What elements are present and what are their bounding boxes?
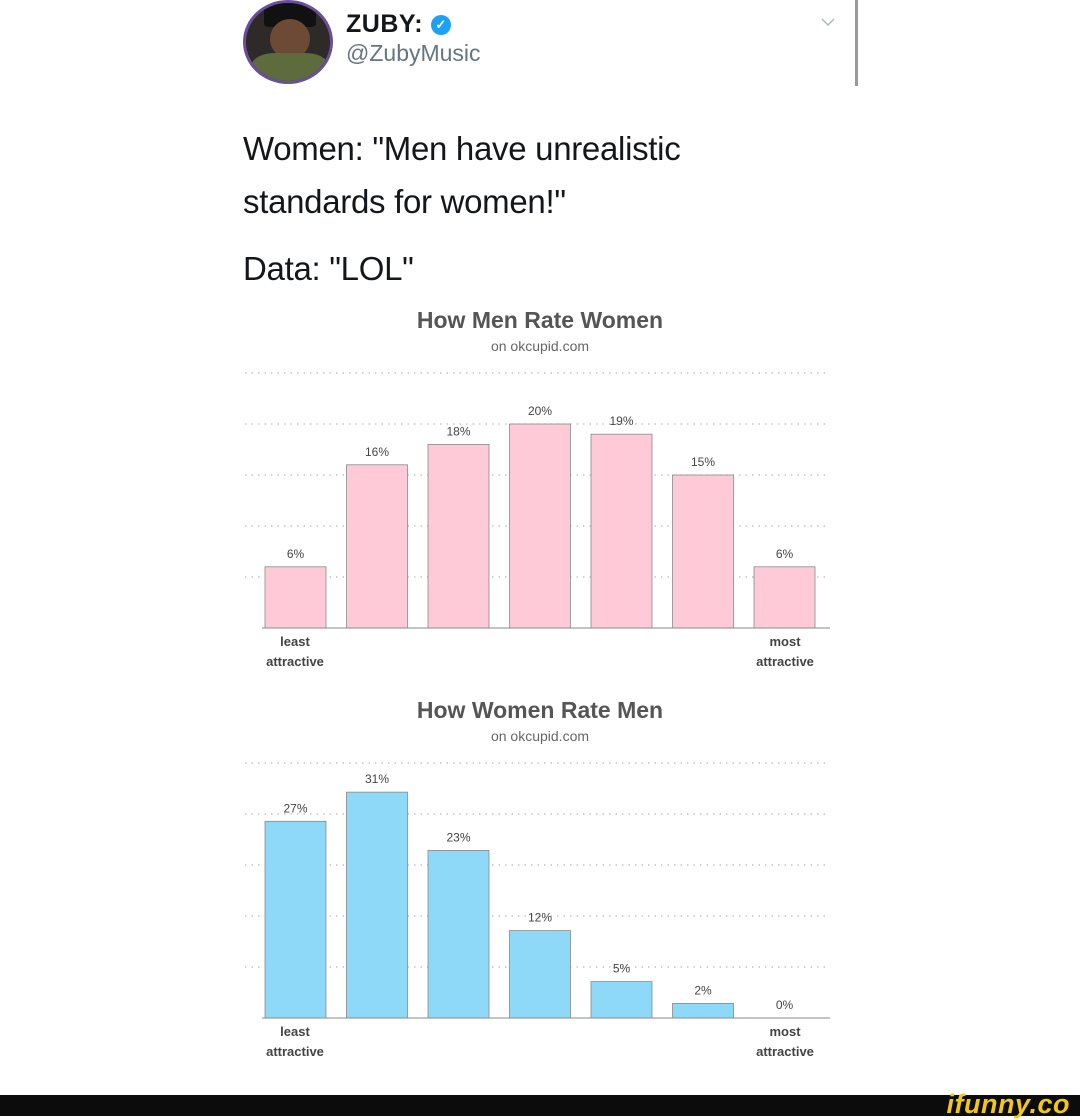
data-label-1: 31% [365,772,389,786]
data-label-3: 20% [528,404,552,418]
avatar[interactable] [243,0,333,84]
data-label-6: 0% [776,998,794,1012]
data-label-1: 16% [365,445,389,459]
bar-2 [427,443,490,629]
bar-5 [672,474,734,629]
chart-title: How Men Rate Women [417,307,663,333]
data-label-2: 18% [446,424,470,438]
chart-men-rate-women: How Men Rate Women on okcupid.com 6% 16% 18%… [240,300,840,680]
avatar-jacket [252,53,328,81]
display-name-text: ZUBY: [346,10,424,38]
bar-4 [590,981,653,1019]
chart-women-rate-men: How Women Rate Men on okcupid.com 27% 31% 23… [240,690,840,1070]
chart-subtitle: on okcupid.com [491,728,589,744]
bar-0 [264,566,327,629]
data-label-0: 27% [283,801,307,815]
data-label-5: 15% [691,455,715,469]
x-left-label-line-1: least [280,1024,310,1039]
data-label-3: 12% [528,911,552,925]
user-handle[interactable]: @ZubyMusic [346,40,481,66]
data-label-6: 6% [776,547,794,561]
data-label-5: 2% [694,983,712,997]
data-label-0: 6% [287,547,305,561]
verified-badge-icon: ✓ [431,14,452,35]
bar-6 [753,566,816,629]
watermark-bar: ifunny.co [0,1089,1080,1119]
data-label-2: 23% [446,830,470,844]
tweet-text-line-3: Data: "LOL" [243,250,414,287]
chart-svg-1: How Women Rate Men on okcupid.com 27% 31% 23… [245,697,830,1059]
avatar-face [270,19,310,59]
x-right-label-line-2: attractive [756,654,814,669]
x-left-label-line-2: attractive [266,654,324,669]
x-left-label-line-2: attractive [266,1044,324,1059]
bar-2 [427,850,490,1019]
bar-0 [264,820,327,1019]
chart-title: How Women Rate Men [417,697,663,723]
scrollbar[interactable] [855,0,858,86]
bar-5 [672,1003,734,1019]
tweet-text-line-2: standards for women!" [243,183,566,220]
chart-svg-0: How Men Rate Women on okcupid.com 6% 16% 18%… [245,307,830,669]
x-right-label-line-2: attractive [756,1044,814,1059]
bar-4 [590,433,653,629]
x-left-label-line-1: least [280,634,310,649]
display-name[interactable]: ZUBY: ✓ [346,10,452,39]
bar-3 [509,930,571,1019]
x-right-label-line-1: most [769,1024,801,1039]
x-right-label-line-1: most [769,634,801,649]
watermark-logo: ifunny.co [946,1089,1070,1119]
data-label-4: 19% [609,414,633,428]
bar-1 [346,464,408,629]
chart-subtitle: on okcupid.com [491,338,589,354]
tweet-text-line-1: Women: "Men have unrealistic [243,130,681,167]
bar-3 [509,423,571,629]
data-label-4: 5% [613,962,631,976]
chevron-down-icon[interactable] [820,14,836,30]
bar-1 [346,791,408,1019]
